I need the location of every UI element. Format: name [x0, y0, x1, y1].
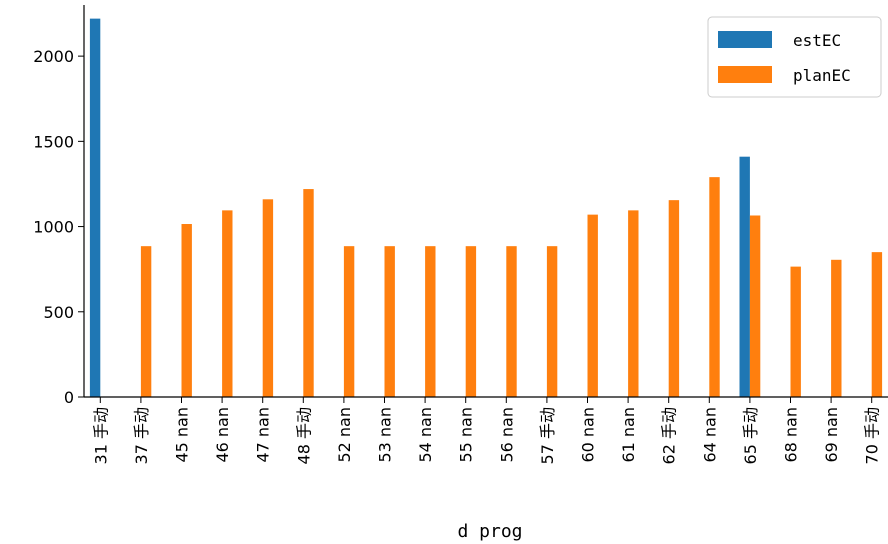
x-tick-label: 52 nan [335, 407, 354, 463]
x-ticks: 31 手动 37 手动 45 nan 46 nan 47 nan 48 手动 52 nan 5… [91, 397, 882, 464]
x-tick-label: 69 nan [822, 407, 841, 463]
legend-swatch-planEC [718, 66, 772, 83]
x-tick-label: 65 手动 [741, 407, 760, 464]
x-tick-label: 54 nan [416, 407, 435, 463]
bar-estEC-0 [89, 18, 101, 397]
y-ticks: 0 500 1000 1500 2000 [33, 47, 84, 407]
x-tick-label: 61 nan [619, 407, 638, 463]
bars-layer [89, 18, 883, 397]
bar-planEC-15 [709, 177, 720, 397]
axes [83, 5, 888, 398]
x-axis-label: d prog [457, 521, 522, 542]
x-tick-label: 60 nan [579, 407, 598, 463]
bar-planEC-16 [749, 215, 761, 397]
legend: estEC planEC [707, 16, 882, 98]
bar-planEC-5 [303, 189, 314, 397]
x-tick-label: 31 手动 [91, 407, 110, 464]
legend-swatch-estEC [718, 31, 772, 48]
y-tick-label: 1500 [33, 132, 74, 151]
bar-planEC-18 [831, 259, 842, 397]
x-tick-label: 48 手动 [294, 407, 313, 464]
y-tick-label: 0 [64, 388, 74, 407]
x-tick-label: 55 nan [457, 407, 476, 463]
bar-planEC-1 [140, 246, 152, 397]
bar-planEC-19 [871, 252, 883, 397]
x-tick-label: 70 手动 [863, 407, 882, 464]
y-tick-label: 1000 [33, 218, 74, 237]
x-tick-label: 47 nan [254, 407, 273, 463]
x-tick-label: 62 手动 [660, 407, 679, 464]
bar-planEC-9 [465, 246, 477, 397]
bar-estEC-16 [739, 156, 750, 397]
legend-label-estEC: estEC [793, 31, 841, 50]
y-tick-label: 2000 [33, 47, 74, 66]
x-tick-label: 56 nan [497, 407, 516, 463]
bar-planEC-6 [343, 246, 355, 397]
bar-planEC-11 [546, 246, 558, 397]
bar-planEC-17 [790, 266, 801, 397]
bar-planEC-3 [222, 210, 233, 397]
bar-planEC-8 [425, 246, 436, 397]
legend-box [707, 16, 882, 98]
x-tick-label: 57 手动 [538, 407, 557, 464]
bar-planEC-7 [384, 246, 395, 397]
bar-planEC-14 [668, 200, 680, 397]
x-tick-label: 53 nan [376, 407, 395, 463]
x-tick-label: 45 nan [173, 407, 192, 463]
legend-label-planEC: planEC [793, 66, 851, 85]
bar-planEC-12 [587, 214, 598, 397]
x-tick-label: 46 nan [213, 407, 232, 463]
bar-planEC-10 [506, 246, 517, 397]
bar-planEC-4 [262, 199, 274, 397]
x-tick-label: 64 nan [700, 407, 719, 463]
x-tick-label: 37 手动 [132, 407, 151, 464]
bar-planEC-13 [628, 210, 639, 397]
x-tick-label: 68 nan [782, 407, 801, 463]
y-tick-label: 500 [43, 303, 74, 322]
bar-planEC-2 [181, 224, 192, 397]
